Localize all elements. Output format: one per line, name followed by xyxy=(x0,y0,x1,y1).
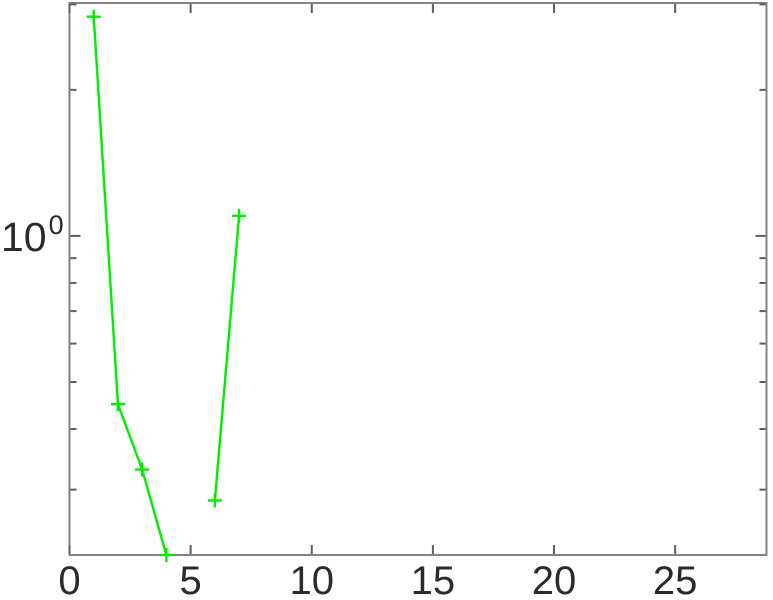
x-tick-label: 20 xyxy=(531,559,577,600)
series-line xyxy=(213,215,241,501)
x-tick-label: 10 xyxy=(289,559,335,600)
x-tick-label: 15 xyxy=(410,559,456,600)
data-series xyxy=(86,9,247,562)
y-tick-exponent: 0 xyxy=(48,210,64,240)
series-line xyxy=(92,16,168,556)
y-axis-ticks xyxy=(70,3,766,491)
x-tick-label: 25 xyxy=(652,559,698,600)
y-tick-base: 10 xyxy=(1,214,47,260)
x-axis-ticks xyxy=(68,4,677,554)
x-tick-label: 5 xyxy=(179,559,202,600)
y-axis-tick-label: 100 xyxy=(1,212,64,260)
x-tick-label: 0 xyxy=(58,559,81,600)
plot-box xyxy=(68,2,768,556)
